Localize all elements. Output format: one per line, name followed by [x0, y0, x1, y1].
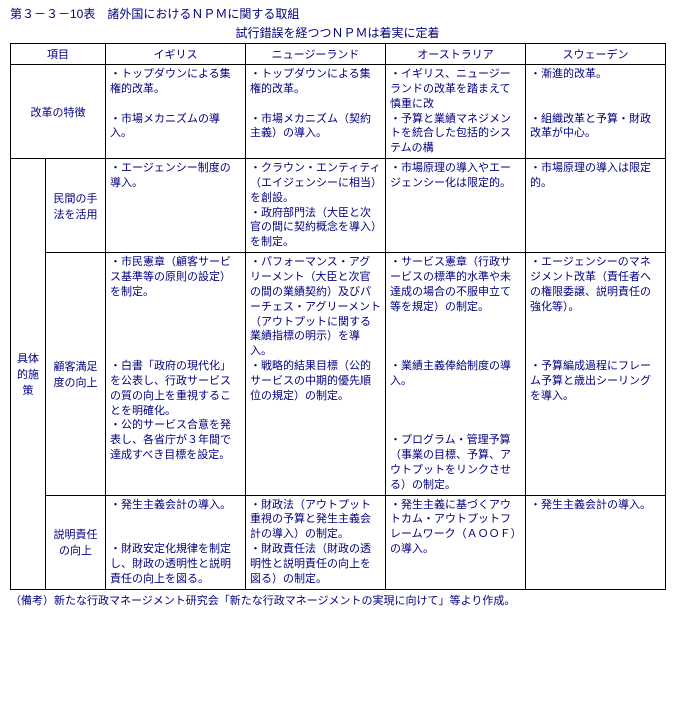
table-title: 第３－３－10表 諸外国におけるＮＰＭに関する取組 — [10, 5, 665, 22]
header-uk: イギリス — [106, 44, 246, 65]
cell-reform-uk: ・トップダウンによる集権的改革。・市場メカニズムの導入。 — [106, 65, 246, 159]
cell-customer-uk: ・市民憲章（顧客サービス基準等の原則の設定）を制定。・白書「政府の現代化」を公表… — [106, 253, 246, 496]
label-reform: 改革の特徴 — [11, 65, 106, 159]
cell-customer-sw: ・エージェンシーのマネジメント改革（責任者への権限委譲、説明責任の強化等）。・予… — [526, 253, 666, 496]
footnote: （備考）新たな行政マネージメント研究会「新たな行政マネージメントの実現に向けて」… — [10, 592, 665, 608]
label-private: 民間の手法を活用 — [46, 159, 106, 253]
cell-private-au: ・市場原理の導入やエージェンシー化は限定的。 — [386, 159, 526, 253]
label-customer: 顧客満足度の向上 — [46, 253, 106, 496]
cell-accountability-nz: ・財政法（アウトプット重視の予算と発生主義会計の導入）の制定。・財政責任法（財政… — [246, 495, 386, 589]
cell-private-sw: ・市場原理の導入は限定的。 — [526, 159, 666, 253]
cell-customer-au: ・サービス憲章（行政サービスの標準的水準や未達成の場合の不服申立て等を規定）の制… — [386, 253, 526, 496]
cell-reform-au: ・イギリス、ニュージーランドの改革を踏まえて慎重に改・予算と業績マネジメントを統… — [386, 65, 526, 159]
cell-customer-nz: ・パフォーマンス・アグリーメント（大臣と次官の間の業績契約）及びパーチェス・アグ… — [246, 253, 386, 496]
label-accountability: 説明責任の向上 — [46, 495, 106, 589]
row-accountability: 説明責任の向上 ・発生主義会計の導入。・財政安定化規律を制定し、財政の透明性と説… — [11, 495, 666, 589]
row-private: 具体的施策 民間の手法を活用 ・エージェンシー制度の導入。 ・クラウン・エンティ… — [11, 159, 666, 253]
header-nz: ニュージーランド — [246, 44, 386, 65]
row-reform: 改革の特徴 ・トップダウンによる集権的改革。・市場メカニズムの導入。 ・トップダ… — [11, 65, 666, 159]
cell-reform-sw: ・漸進的改革。・組織改革と予算・財政改革が中心。 — [526, 65, 666, 159]
cell-accountability-sw: ・発生主義会計の導入。 — [526, 495, 666, 589]
cell-private-nz: ・クラウン・エンティティ（エイジェンシーに相当）を創設。・政府部門法（大臣と次官… — [246, 159, 386, 253]
table-subtitle: 試行錯誤を経つつＮＰＭは着実に定着 — [10, 24, 665, 41]
cell-private-uk: ・エージェンシー制度の導入。 — [106, 159, 246, 253]
npm-table: 項目 イギリス ニュージーランド オーストラリア スウェーデン 改革の特徴 ・ト… — [10, 43, 666, 590]
label-concrete: 具体的施策 — [11, 159, 46, 590]
header-sw: スウェーデン — [526, 44, 666, 65]
header-row: 項目 イギリス ニュージーランド オーストラリア スウェーデン — [11, 44, 666, 65]
cell-reform-nz: ・トップダウンによる集権的改革。・市場メカニズム（契約主義）の導入。 — [246, 65, 386, 159]
cell-accountability-au: ・発生主義に基づくアウトカム・アウトプットフレームワーク（ＡＯＯＦ）の導入。 — [386, 495, 526, 589]
row-customer: 顧客満足度の向上 ・市民憲章（顧客サービス基準等の原則の設定）を制定。・白書「政… — [11, 253, 666, 496]
cell-accountability-uk: ・発生主義会計の導入。・財政安定化規律を制定し、財政の透明性と説明責任の向上を図… — [106, 495, 246, 589]
header-au: オーストラリア — [386, 44, 526, 65]
header-item: 項目 — [11, 44, 106, 65]
